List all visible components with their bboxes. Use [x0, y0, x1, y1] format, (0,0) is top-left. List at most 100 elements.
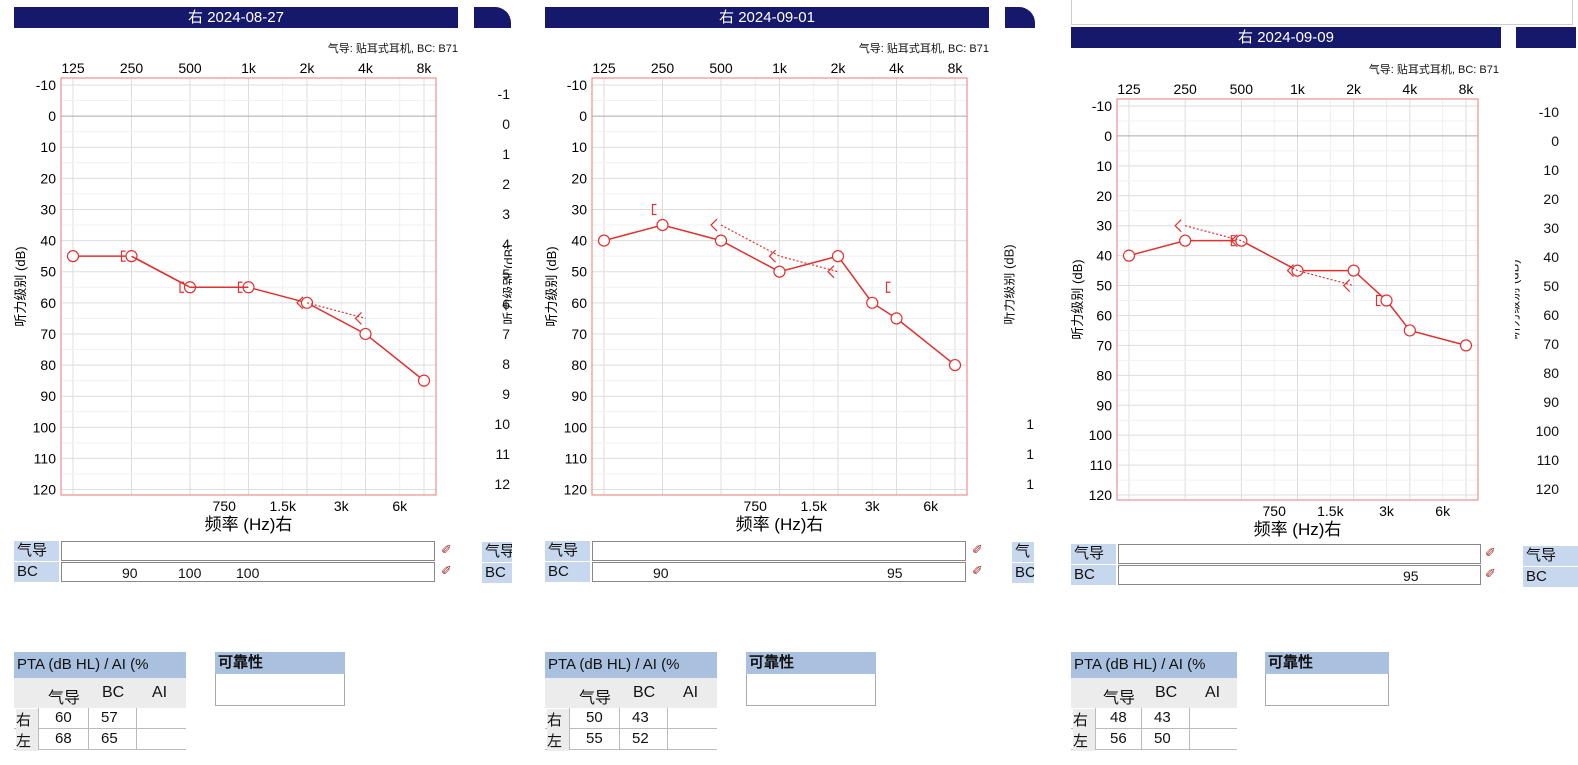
partial-db-tick-label: 11 [495, 446, 510, 462]
panel-title: 右 2024-08-27 [14, 7, 458, 28]
partial-db-tick-label: 0 [502, 116, 510, 132]
ac-mask-field[interactable] [1118, 544, 1481, 564]
freq-tick-label: 4k [358, 60, 374, 76]
pta-bc-right: 43 [1141, 708, 1184, 728]
db-tick-label: 40 [571, 233, 587, 249]
bc-mask-value: 100 [178, 565, 202, 581]
partial-mask-label: 气 [1012, 542, 1034, 562]
freq-tick-label: 250 [120, 60, 144, 76]
ac-marker [1122, 249, 1136, 262]
ac-marker [66, 250, 80, 263]
freq-tick-label: 125 [61, 60, 85, 76]
pta-ac-right: 48 [1095, 708, 1138, 728]
partial-axis-label: 听力级别 (dB) [501, 244, 512, 325]
pta-col-bc: BC [633, 684, 656, 701]
partial-db-tick-label: 70 [1543, 336, 1559, 352]
ac-mask-label: 气导 [1071, 544, 1116, 564]
db-tick-label: 80 [571, 357, 587, 373]
partial-mask-label: 气导 [482, 542, 512, 562]
transducer-spec: 气导: 贴耳式耳机, BC: B71 [1368, 64, 1499, 76]
audiogram-panel-3: 右 2024-09-09 气导: 贴耳式耳机, BC: B71 125 250 50… [1070, 0, 1576, 765]
ac-mask-label: 气导 [545, 541, 590, 561]
ear-icon[interactable]: ✐ [1485, 566, 1496, 581]
series-line [1128, 239, 1467, 347]
partial-panel-c: 听力级别 (dB) -10 0 10 20 30 40 50 60 70 80 90 100 110 12… [1515, 0, 1578, 600]
freq-tick-label: 1.5k [269, 498, 296, 514]
pta-ai-right [667, 708, 716, 728]
partial-db-tick-label: 30 [1543, 220, 1559, 236]
reliability-box: 可靠性 [1265, 652, 1389, 706]
freq-tick-label: 750 [213, 498, 237, 514]
db-tick-label: -10 [1092, 98, 1112, 114]
bc-mask-field[interactable]: 90 95 [592, 562, 966, 582]
y-axis-title: 听力级别 (dB) [544, 246, 559, 326]
db-tick-label: -10 [567, 77, 587, 93]
ac-marker [890, 312, 903, 325]
masking-box: 气导 BC 90 95 ✐ ✐ [545, 541, 983, 583]
partial-db-tick-label: 50 [1543, 278, 1559, 294]
ac-marker [1403, 324, 1416, 337]
db-tick-label: 40 [1096, 248, 1112, 264]
ac-mask-field[interactable] [61, 541, 435, 561]
ac-marker [597, 234, 611, 247]
reliability-field[interactable] [215, 674, 345, 706]
freq-tick-label: 750 [744, 498, 768, 514]
pta-ac-left: 68 [38, 729, 85, 749]
partial-axis-label: 听力级别 (dB) [1515, 259, 1522, 340]
ac-marker [1179, 234, 1192, 247]
pta-subheader: 气导 BC AI [14, 678, 186, 708]
transducer-spec: 气导: 贴耳式耳机, BC: B71 [327, 43, 458, 55]
freq-tick-label: 1k [1290, 81, 1306, 97]
pta-table: PTA (dB HL) / AI (% 气导 BC AI 右 48 43 左 5… [1071, 652, 1237, 751]
plot-frame [1116, 98, 1479, 501]
db-tick-label: 100 [564, 419, 588, 435]
pta-col-bc: BC [102, 684, 125, 701]
ear-icon[interactable]: ✐ [972, 542, 983, 557]
partial-mask-label: BC [1523, 567, 1578, 587]
bc-masked-marker [237, 281, 243, 293]
bc-mask-field[interactable]: 90 100 100 [61, 562, 435, 582]
ear-icon[interactable]: ✐ [1485, 545, 1496, 560]
ear-icon[interactable]: ✐ [972, 563, 983, 578]
bc-mask-value: 100 [236, 565, 260, 581]
plot-frame [591, 77, 968, 496]
pta-col-ac: 气导 [1103, 690, 1136, 707]
db-tick-label: 0 [579, 108, 587, 124]
bc-mask-label: BC [1071, 565, 1116, 585]
db-tick-label: 70 [40, 326, 56, 342]
bc-marker [354, 311, 362, 325]
transducer-spec: 气导: 贴耳式耳机, BC: B71 [858, 43, 989, 55]
ac-mask-field[interactable] [592, 541, 966, 561]
ear-icon[interactable]: ✐ [441, 542, 452, 557]
pta-table: PTA (dB HL) / AI (% 气导 BC AI 右 50 43 左 5… [545, 652, 717, 751]
pta-table: PTA (dB HL) / AI (% 气导 BC AI 右 60 57 左 6… [14, 652, 186, 751]
ear-left: 左 [1073, 730, 1095, 751]
bc-marker [768, 249, 776, 263]
bc-marker [1286, 264, 1294, 278]
audiogram-chart: 125 250 500 1k 2k 4k 8k 750 1.5k 3k 6k -10 0 10 20 30 40… [13, 60, 437, 534]
x-axis-title: 频率 (Hz)右 [1254, 520, 1342, 539]
ac-marker [417, 374, 431, 387]
partial-db-tick-label: 7 [502, 326, 510, 342]
top-field-border [1071, 0, 1573, 25]
partial-db-tick-label: 6 [502, 296, 510, 312]
bc-masked-marker [1375, 294, 1381, 307]
freq-tick-label: 125 [1117, 81, 1141, 97]
pta-row-right: 右 50 43 [545, 708, 717, 730]
bc-mask-field[interactable]: 95 [1118, 565, 1481, 585]
reliability-field[interactable] [1265, 674, 1389, 706]
db-tick-label: -10 [36, 77, 56, 93]
ear-icon[interactable]: ✐ [441, 563, 452, 578]
partial-db-tick-label: 1 [1026, 476, 1034, 492]
panel-title: 右 2024-09-09 [1071, 27, 1501, 48]
bc-mask-label: BC [545, 562, 590, 582]
db-tick-label: 20 [40, 170, 56, 186]
db-tick-label: 70 [571, 326, 587, 342]
partial-db-tick-label: 4 [502, 236, 510, 252]
partial-db-tick-label: 60 [1543, 307, 1559, 323]
reliability-field[interactable] [746, 674, 876, 706]
partial-db-tick-label: 40 [1543, 249, 1559, 265]
db-tick-label: 30 [571, 201, 587, 217]
panel-title: 右 2024-09-01 [545, 7, 989, 28]
audiogram-panel-2: 右 2024-09-01 气导: 贴耳式耳机, BC: B71 125 250 50… [544, 7, 1045, 757]
